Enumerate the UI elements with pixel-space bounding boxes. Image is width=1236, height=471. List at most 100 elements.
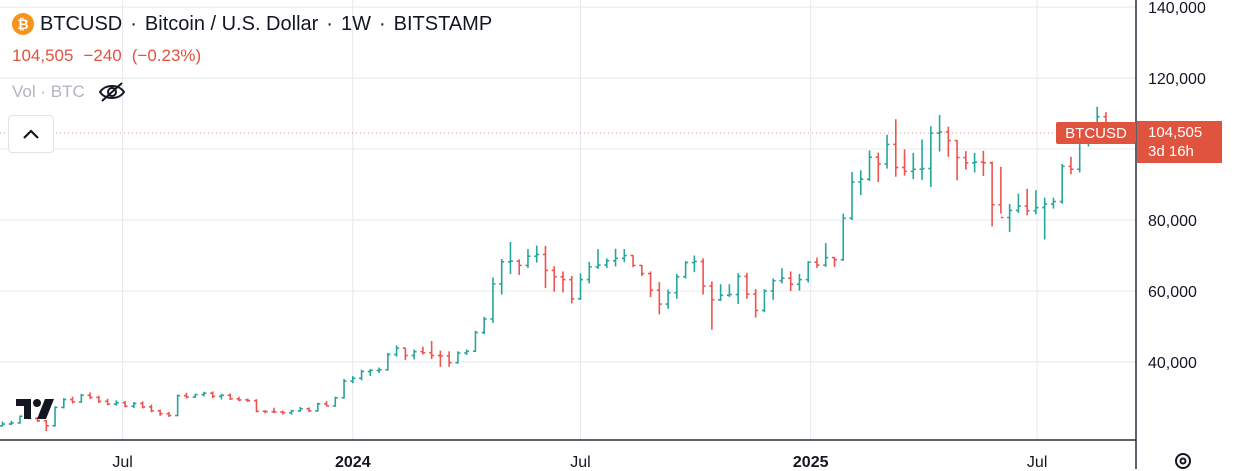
ohlc-bar: [770, 278, 776, 300]
ohlc-bar: [131, 402, 137, 409]
ohlc-bar: [700, 258, 706, 295]
ohlc-bar: [893, 119, 899, 177]
ohlc-bar: [280, 410, 286, 415]
ohlc-bar: [376, 367, 382, 373]
y-tick-label: 40,000: [1148, 355, 1197, 372]
ohlc-bar: [411, 349, 417, 360]
ohlc-bar: [919, 139, 925, 180]
price-tag-value: 104,505: [1148, 124, 1203, 141]
ohlc-bar: [297, 407, 303, 412]
ohlc-bar: [604, 258, 610, 268]
ohlc-bar: [586, 261, 592, 284]
grid-lines: [0, 0, 1136, 440]
ohlc-bar: [490, 277, 496, 323]
ohlc-bar: [534, 245, 540, 263]
ohlc-bar: [96, 395, 102, 404]
ohlc-bar: [385, 353, 391, 371]
ohlc-bar: [192, 393, 198, 398]
ohlc-bar: [744, 272, 750, 299]
ohlc-bar: [289, 409, 295, 415]
ohlc-bar: [17, 415, 23, 424]
ohlc-bar: [578, 273, 584, 300]
ohlc-bar: [542, 245, 548, 289]
y-tick-label: 140,000: [1148, 0, 1206, 17]
ohlc-bar: [148, 404, 154, 413]
ohlc-bar: [175, 394, 181, 417]
ohlc-bar: [831, 256, 837, 267]
ohlc-bar: [989, 161, 995, 227]
ohlc-bar: [788, 271, 794, 291]
ohlc-bar: [569, 276, 575, 304]
ohlc-bar: [70, 396, 76, 404]
ohlc-bar: [210, 391, 216, 399]
ohlc-bar: [183, 392, 189, 399]
time-axis[interactable]: Jul 2024 Jul 2025 Jul: [112, 454, 1047, 469]
separator-dot: ·: [326, 12, 333, 35]
ohlc-bar: [1050, 197, 1056, 209]
ohlc-bar: [359, 369, 365, 381]
ohlc-bar: [245, 398, 251, 403]
ohlc-bar: [972, 152, 978, 173]
ohlc-bar: [840, 213, 846, 261]
ohlc-bar: [455, 351, 461, 364]
symbol-label: BTCUSD: [40, 12, 123, 35]
price-axis[interactable]: 40,000 60,000 80,000 120,000 140,000: [1148, 0, 1206, 372]
ohlc-bar: [665, 289, 671, 309]
ohlc-bar: [937, 114, 943, 152]
ohlc-bar: [157, 409, 163, 416]
ohlc-bar: [1024, 188, 1030, 216]
ohlc-bar: [1015, 193, 1021, 213]
ohlc-bar: [928, 126, 934, 187]
ohlc-bar: [656, 282, 662, 315]
separator-dot: ·: [378, 12, 386, 35]
x-tick-label: Jul: [1027, 454, 1047, 469]
ohlc-bar: [1007, 204, 1013, 233]
ohlc-bar: [236, 396, 242, 402]
ohlc-bar: [718, 284, 724, 301]
x-tick-label: Jul: [570, 454, 590, 469]
ohlc-bar: [394, 345, 400, 357]
ohlc-bar: [52, 406, 58, 427]
ohlc-bar: [525, 249, 531, 268]
ohlc-bar: [87, 392, 93, 399]
ohlc-bar: [218, 393, 224, 400]
ohlc-bar: [324, 400, 330, 407]
interval-label[interactable]: 1W: [340, 12, 371, 35]
ohlc-bar: [262, 410, 268, 414]
collapse-legend-button[interactable]: [8, 115, 54, 153]
ohlc-bar: [753, 289, 759, 318]
y-tick-label: 80,000: [1148, 213, 1197, 230]
exchange-label: BITSTAMP: [393, 12, 493, 35]
ohlc-bar: [464, 349, 470, 355]
symbol-price-label: BTCUSD: [1056, 122, 1136, 144]
ohlc-bar: [709, 281, 715, 330]
ohlc-bar: [43, 420, 49, 432]
ohlc-bar: [516, 259, 522, 275]
ohlc-bar: [683, 261, 689, 279]
ohlc-bar: [560, 271, 566, 293]
ohlc-bar: [998, 166, 1004, 219]
ohlc-bar: [140, 401, 146, 409]
volume-label: Vol · BTC: [12, 82, 85, 101]
ohlc-bar: [446, 351, 452, 367]
ohlc-bar: [201, 391, 207, 397]
ohlc-bar: [437, 350, 443, 367]
chevron-up-icon: [23, 129, 39, 139]
ohlc-bar: [472, 330, 478, 353]
ohlc-bar: [341, 378, 347, 399]
ohlc-bar: [761, 289, 767, 313]
ohlc-bar: [954, 139, 960, 181]
symbol-legend[interactable]: ₿ BTCUSD · Bitcoin / U.S. Dollar · 1W · …: [12, 10, 492, 38]
volume-legend[interactable]: Vol · BTC: [12, 80, 127, 104]
ohlc-bar: [1033, 190, 1039, 215]
gear-icon[interactable]: [1170, 449, 1196, 471]
bar-countdown: 3d 16h: [1148, 143, 1194, 160]
tradingview-logo[interactable]: [14, 397, 62, 421]
ohlc-bar: [910, 152, 916, 180]
ohlc-bar: [507, 242, 513, 274]
ohlc-bar: [639, 264, 645, 277]
ohlc-bar: [796, 273, 802, 291]
eye-off-icon[interactable]: [97, 80, 127, 104]
separator-dot: ·: [130, 12, 137, 35]
